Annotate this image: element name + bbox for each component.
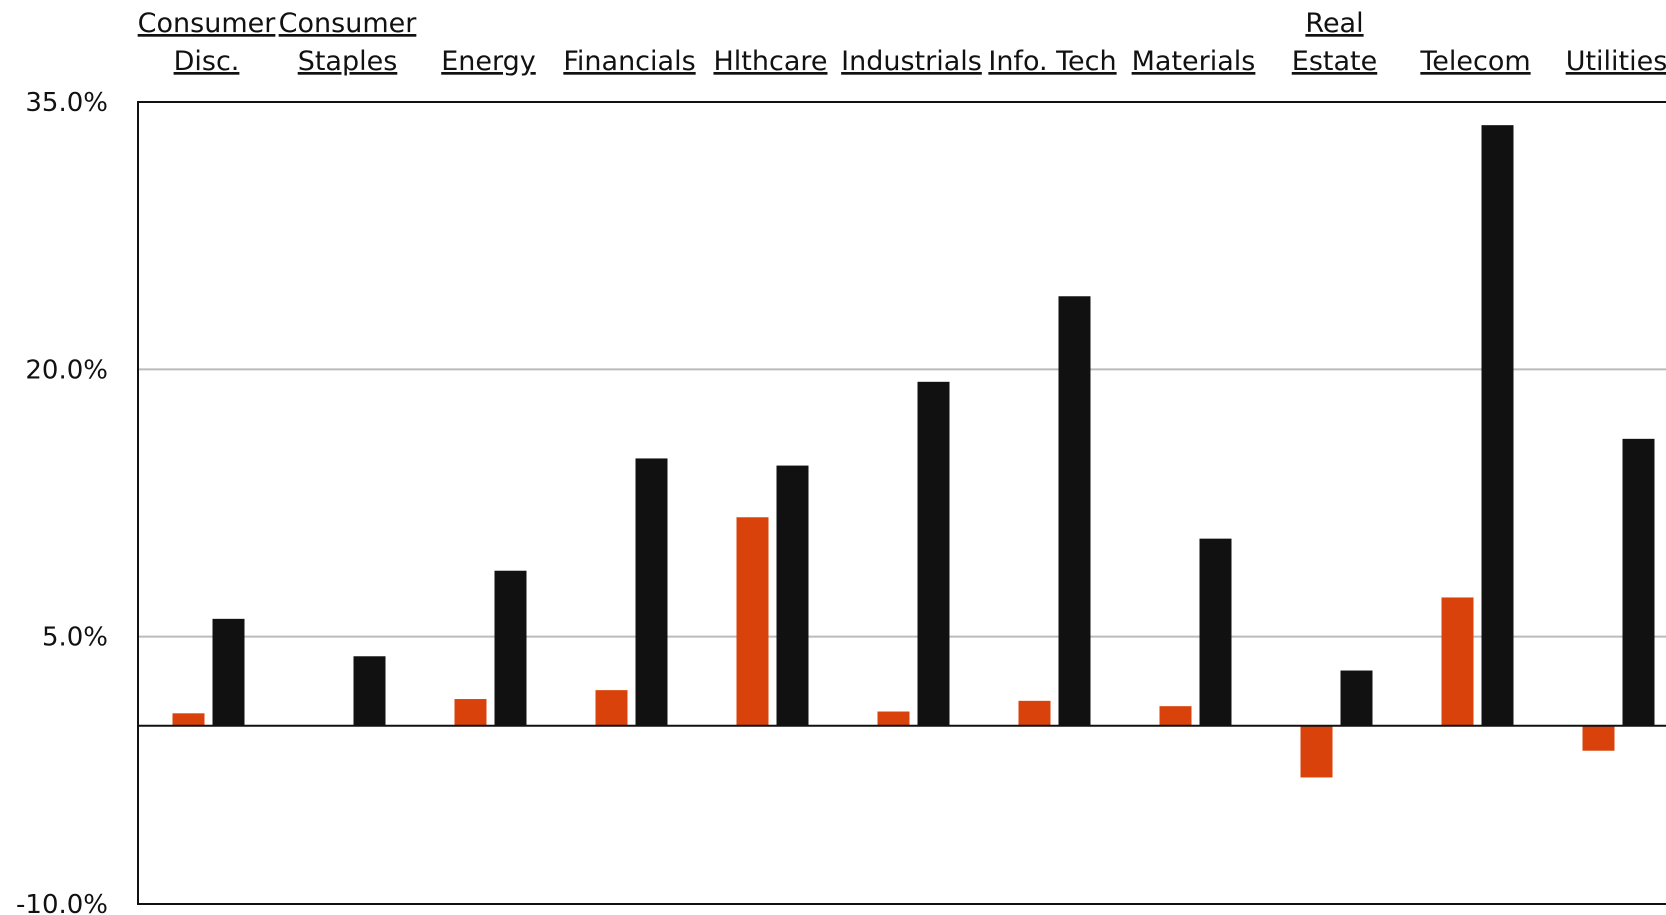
category-label: Real xyxy=(1305,8,1363,39)
gridlines xyxy=(138,368,1666,638)
plot-frame xyxy=(137,101,1666,905)
bar-series-1 xyxy=(1582,725,1615,751)
category-label: Materials xyxy=(1132,46,1256,77)
bar-series-2 xyxy=(917,381,950,726)
category-label: Telecom xyxy=(1419,46,1530,77)
bar-series-1 xyxy=(1441,597,1474,726)
category-label: Hlthcare xyxy=(713,46,827,77)
bar-series-2 xyxy=(1622,438,1655,726)
y-tick-label: 20.0% xyxy=(25,355,108,385)
bars xyxy=(172,125,1655,778)
bar-series-2 xyxy=(1340,670,1373,726)
bar-series-2 xyxy=(1058,296,1091,726)
category-label: Energy xyxy=(441,46,536,77)
bar-series-1 xyxy=(736,517,769,726)
bar-series-1 xyxy=(1018,700,1051,726)
y-tick-label: 35.0% xyxy=(25,88,108,118)
bar-series-1 xyxy=(172,713,205,726)
bar-series-1 xyxy=(595,690,628,726)
category-label: Estate xyxy=(1292,46,1377,77)
category-label: Consumer xyxy=(138,8,277,39)
category-label: Disc. xyxy=(174,46,240,77)
category-label: Consumer xyxy=(279,8,418,39)
bar-series-2 xyxy=(635,458,668,726)
bar-series-2 xyxy=(1199,538,1232,726)
bar-series-2 xyxy=(1481,125,1514,726)
bar-series-1 xyxy=(454,699,487,726)
y-tick-label: -10.0% xyxy=(16,890,108,915)
category-labels: Consumer Disc. Consumer Staples Energy Financ… xyxy=(138,8,1666,77)
bar-series-2 xyxy=(494,570,527,726)
bar-series-1 xyxy=(877,711,910,726)
bar-series-2 xyxy=(353,656,386,726)
bar-series-1 xyxy=(1300,725,1333,778)
category-label: Financials xyxy=(563,46,695,77)
category-label: Info. Tech xyxy=(988,46,1116,77)
category-label: Staples xyxy=(298,46,398,77)
category-label: Utilities xyxy=(1566,46,1666,77)
y-tick-label: 5.0% xyxy=(42,623,108,653)
bar-series-2 xyxy=(212,618,245,726)
category-label: Industrials xyxy=(841,46,982,77)
y-axis-ticks: 35.0% 20.0% 5.0% -10.0% xyxy=(16,88,108,915)
bar-series-2 xyxy=(776,465,809,726)
bar-series-1 xyxy=(1159,706,1192,726)
